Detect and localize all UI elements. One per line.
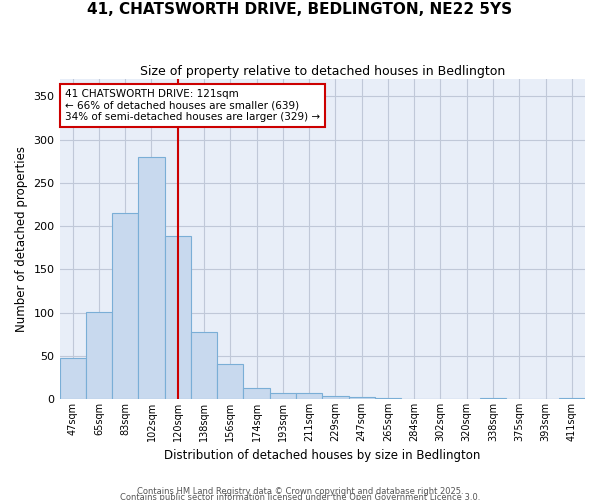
Bar (322, 396, 349, 399)
Y-axis label: Number of detached properties: Number of detached properties (15, 146, 28, 332)
Bar (296, 393, 322, 399)
Bar (59, 358, 86, 399)
Title: Size of property relative to detached houses in Bedlington: Size of property relative to detached ho… (140, 65, 505, 78)
Bar (244, 388, 270, 399)
Text: 41 CHATSWORTH DRIVE: 121sqm
← 66% of detached houses are smaller (639)
34% of se: 41 CHATSWORTH DRIVE: 121sqm ← 66% of det… (65, 89, 320, 122)
Bar (270, 393, 296, 399)
Bar (86, 312, 112, 399)
Text: Contains HM Land Registry data © Crown copyright and database right 2025.: Contains HM Land Registry data © Crown c… (137, 487, 463, 496)
X-axis label: Distribution of detached houses by size in Bedlington: Distribution of detached houses by size … (164, 450, 481, 462)
Bar (375, 398, 401, 399)
Text: 41, CHATSWORTH DRIVE, BEDLINGTON, NE22 5YS: 41, CHATSWORTH DRIVE, BEDLINGTON, NE22 5… (88, 2, 512, 18)
Bar (139, 157, 164, 399)
Bar (349, 398, 375, 399)
Bar (112, 213, 139, 399)
Bar (480, 398, 506, 399)
Bar (191, 332, 217, 399)
Text: Contains public sector information licensed under the Open Government Licence 3.: Contains public sector information licen… (120, 492, 480, 500)
Bar (559, 398, 585, 399)
Bar (217, 364, 244, 399)
Bar (164, 236, 191, 399)
